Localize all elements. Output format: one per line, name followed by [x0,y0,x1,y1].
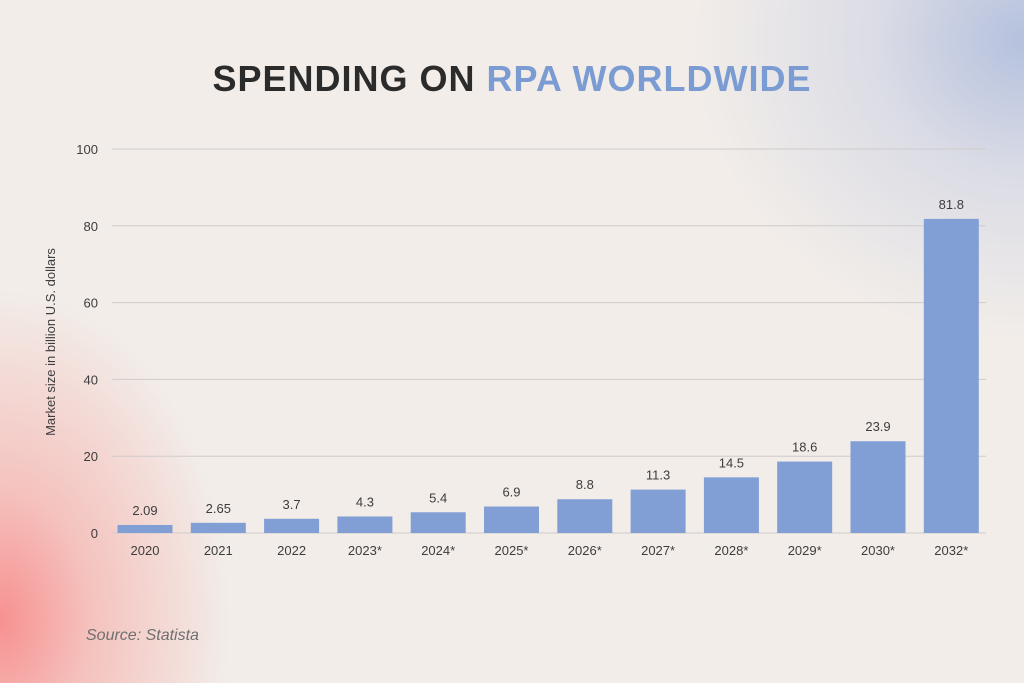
y-tick-label: 60 [84,296,98,311]
bar [630,489,686,533]
bar [703,477,759,533]
x-tick-label: 2029* [788,543,822,558]
chart-title-accent: RPA WORLDWIDE [486,58,812,99]
x-tick-label: 2028* [714,543,748,558]
gridlines [112,148,986,534]
data-label: 14.5 [719,455,744,470]
x-tick-label: 2032* [934,543,968,558]
x-tick-label: 2023* [348,543,382,558]
x-axis-ticks: 2020 2021 2022 2023* 2024* 2025* 2026* 2027* 202… [131,543,969,558]
data-label: 5.4 [429,490,447,505]
x-tick-label: 2025* [495,543,529,558]
data-label: 18.6 [792,440,817,455]
x-tick-label: 2027* [641,543,675,558]
x-tick-label: 2020 [131,543,160,558]
y-tick-label: 80 [84,219,98,234]
data-label: 11.3 [646,468,670,483]
y-tick-label: 20 [84,449,98,464]
data-label: 2.65 [206,501,231,516]
x-tick-label: 2026* [568,543,602,558]
chart-title-main: SPENDING ON [212,58,487,99]
y-axis-label: Market size in billion U.S. dollars [43,248,58,436]
bar [923,218,979,533]
value-labels: 2.09 2.65 3.7 4.3 5.4 6.9 8.8 11.3 14.5 18.6 23.9 8… [132,197,964,518]
bar [264,518,320,533]
source-note: Source: Statista [86,627,199,644]
bar [337,516,393,533]
bar [190,522,246,533]
data-label: 3.7 [283,497,301,512]
data-label: 6.9 [502,485,520,500]
y-axis-ticks: 0 20 40 60 80 100 [76,142,98,541]
y-tick-label: 0 [91,526,98,541]
x-tick-label: 2030* [861,543,895,558]
bar [117,524,173,533]
data-label: 8.8 [576,477,594,492]
data-label: 4.3 [356,494,374,509]
chart-title: SPENDING ON RPA WORLDWIDE [0,58,1024,100]
y-tick-label: 100 [76,142,98,157]
data-label: 2.09 [132,503,157,518]
x-tick-label: 2021 [204,543,233,558]
y-tick-label: 40 [84,372,98,387]
bar [557,499,613,533]
data-label: 81.8 [939,197,964,212]
x-tick-label: 2024* [421,543,455,558]
bar [410,512,466,533]
bar [850,441,906,533]
bar [484,506,539,533]
x-tick-label: 2022 [277,543,306,558]
bars [117,218,979,533]
bar [777,461,833,533]
data-label: 23.9 [865,419,890,434]
